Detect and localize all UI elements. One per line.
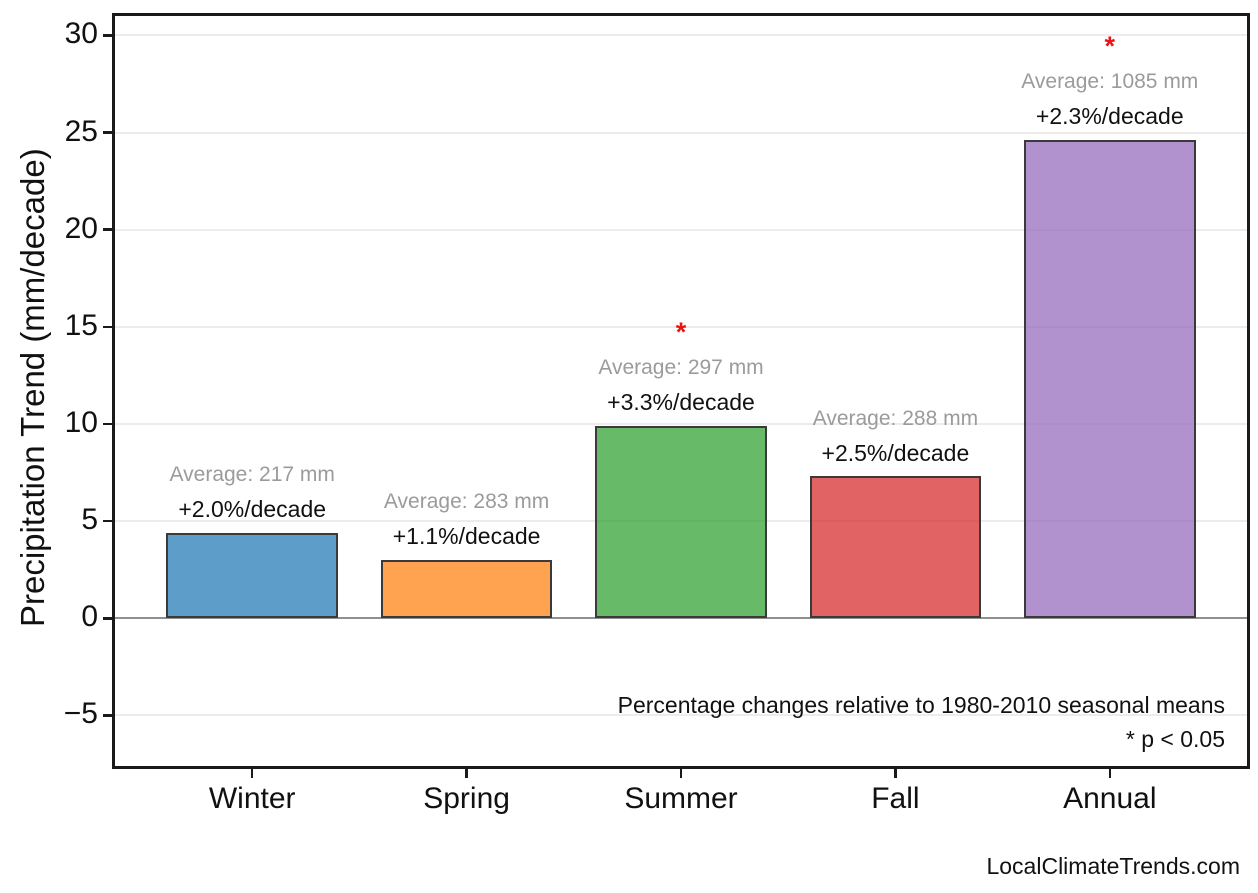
x-tick-label-annual: Annual (1063, 782, 1157, 815)
average-label: Average: 217 mm (169, 462, 335, 486)
x-tick-label-spring: Spring (423, 782, 510, 815)
y-tick-label: 0 (81, 600, 98, 634)
y-axis-tick (103, 714, 112, 717)
percent-label: +1.1%/decade (392, 523, 541, 550)
y-tick-label: −5 (63, 697, 98, 731)
gridline (115, 131, 1247, 134)
y-axis-tick (103, 131, 112, 134)
y-axis-tick (103, 34, 112, 37)
bar-annotation-annual: * Average: 1085 mm +2.3%/decade (1021, 28, 1198, 134)
x-tick-label-summer: Summer (624, 782, 738, 815)
average-label: Average: 297 mm (598, 355, 764, 379)
y-tick-label: 20 (64, 211, 98, 245)
y-axis-tick (103, 617, 112, 620)
percent-label: +3.3%/decade (607, 388, 755, 415)
bar-annotation-spring: Average: 283 mm +1.1%/decade (384, 484, 549, 554)
average-label: Average: 283 mm (383, 490, 550, 514)
y-axis-label: Precipitation Trend (mm/decade) (14, 148, 51, 628)
significance-asterisk: * (1104, 31, 1116, 62)
bar-spring (380, 560, 553, 619)
x-axis-tick (465, 769, 468, 778)
x-tick-label-winter: Winter (208, 782, 296, 815)
x-axis-tick (894, 769, 897, 778)
footnote-line-2: * p < 0.05 (1125, 726, 1225, 752)
y-axis-tick (103, 228, 112, 231)
gridline (115, 325, 1247, 328)
average-label: Average: 288 mm (812, 406, 979, 430)
bar-summer (595, 425, 767, 619)
bar-annotation-fall: Average: 288 mm +2.5%/decade (813, 401, 978, 471)
y-axis-tick (103, 519, 112, 523)
percent-label: +2.3%/decade (1035, 103, 1184, 130)
bar-annual (1024, 140, 1196, 619)
x-axis-tick (250, 769, 254, 778)
y-tick-label: 5 (81, 502, 98, 536)
y-tick-label: 25 (64, 114, 98, 148)
y-tick-label: 30 (64, 17, 98, 51)
footnote: Percentage changes relative to 1980-2010… (618, 688, 1225, 756)
x-axis-tick (679, 769, 683, 778)
gridline (115, 34, 1247, 37)
percent-label: +2.5%/decade (821, 439, 970, 466)
bar-winter (166, 532, 338, 619)
y-axis-tick (103, 422, 112, 426)
footnote-line-1: Percentage changes relative to 1980-2010… (617, 692, 1225, 718)
bar-fall (809, 476, 982, 619)
bar-annotation-summer: * Average: 297 mm +3.3%/decade (598, 314, 763, 420)
watermark: LocalClimateTrends.com (986, 853, 1240, 879)
average-label: Average: 1085 mm (1021, 70, 1199, 94)
y-tick-label: 10 (64, 405, 98, 439)
gridline (115, 228, 1247, 231)
gridline (115, 714, 1247, 717)
y-axis-tick (103, 325, 112, 329)
plot-area: 30 25 20 15 10 5 0 −5 Average: 217 mm +2.0%/decad… (64, 13, 1250, 815)
x-axis-tick (1108, 769, 1112, 778)
bar-annotation-winter: Average: 217 mm +2.0%/decade (170, 457, 335, 527)
gridline (115, 423, 1247, 426)
y-tick-label: 15 (64, 308, 98, 342)
zero-line (115, 617, 1247, 620)
percent-label: +2.0%/decade (178, 495, 327, 522)
significance-asterisk: * (675, 316, 687, 347)
x-tick-label-fall: Fall (871, 782, 920, 815)
